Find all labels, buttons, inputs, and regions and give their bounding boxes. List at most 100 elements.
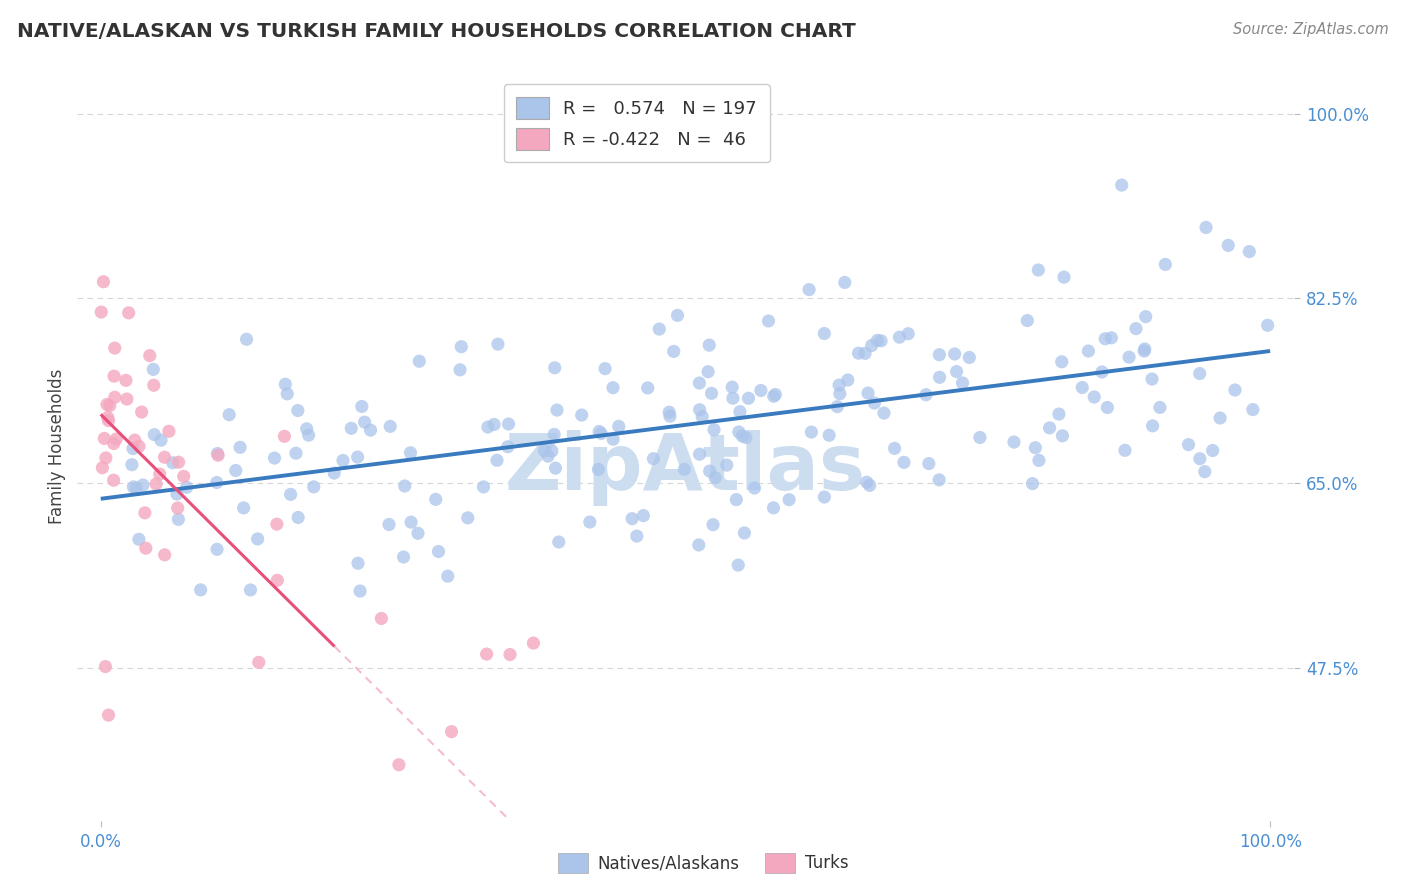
Point — [1024, 441, 1046, 455]
Point — [121, 458, 143, 472]
Point — [626, 529, 648, 543]
Point — [166, 501, 188, 516]
Point — [378, 517, 401, 532]
Point — [588, 462, 610, 476]
Point — [104, 390, 127, 404]
Point — [142, 362, 165, 376]
Point — [472, 480, 495, 494]
Point — [104, 341, 127, 355]
Point — [295, 422, 318, 436]
Point — [1052, 429, 1074, 443]
Point — [648, 322, 671, 336]
Point — [883, 442, 905, 456]
Point — [863, 396, 886, 410]
Point — [225, 463, 247, 477]
Text: ZipAtlas: ZipAtlas — [505, 431, 866, 507]
Point — [90, 305, 112, 319]
Point — [103, 473, 125, 487]
Point — [486, 337, 509, 351]
Point — [97, 708, 120, 723]
Point — [139, 349, 162, 363]
Point — [579, 515, 602, 529]
Point — [666, 309, 689, 323]
Point — [571, 408, 593, 422]
Point — [943, 347, 966, 361]
Point — [1133, 342, 1156, 356]
Point — [593, 361, 616, 376]
Point — [690, 409, 713, 424]
Point — [918, 457, 941, 471]
Point — [827, 400, 849, 414]
Point — [1241, 402, 1264, 417]
Point — [97, 414, 120, 428]
Point — [533, 443, 555, 458]
Point — [928, 473, 950, 487]
Point — [1083, 390, 1105, 404]
Text: Source: ZipAtlas.com: Source: ZipAtlas.com — [1233, 22, 1389, 37]
Point — [1154, 257, 1177, 271]
Point — [246, 532, 269, 546]
Point — [91, 460, 114, 475]
Point — [115, 373, 138, 387]
Point — [145, 477, 167, 491]
Point — [153, 548, 176, 562]
Point — [115, 392, 138, 406]
Point — [1091, 365, 1114, 379]
Point — [425, 492, 447, 507]
Point — [408, 354, 430, 368]
Point — [727, 425, 749, 439]
Point — [697, 338, 720, 352]
Point — [229, 440, 252, 454]
Point — [957, 351, 980, 365]
Point — [721, 380, 744, 394]
Point — [340, 421, 363, 435]
Point — [848, 346, 870, 360]
Point — [1111, 178, 1133, 193]
Point — [287, 510, 309, 524]
Point — [797, 283, 820, 297]
Point — [837, 373, 859, 387]
Point — [1125, 321, 1147, 335]
Point — [727, 558, 749, 573]
Point — [813, 490, 835, 504]
Point — [1099, 331, 1122, 345]
Point — [915, 388, 938, 402]
Point — [103, 436, 125, 450]
Point — [142, 378, 165, 392]
Point — [637, 381, 659, 395]
Point — [247, 656, 270, 670]
Point — [703, 423, 725, 437]
Point — [522, 636, 544, 650]
Point — [856, 386, 879, 401]
Point — [744, 481, 766, 495]
Point — [873, 406, 896, 420]
Point — [733, 525, 755, 540]
Point — [643, 451, 665, 466]
Point — [1028, 453, 1050, 467]
Point — [485, 453, 508, 467]
Point — [1133, 344, 1156, 359]
Point — [353, 415, 375, 429]
Point — [1017, 313, 1039, 327]
Point — [1071, 380, 1094, 394]
Point — [866, 334, 889, 348]
Point — [1223, 383, 1246, 397]
Point — [105, 432, 128, 446]
Point — [689, 402, 711, 417]
Point — [689, 447, 711, 461]
Point — [496, 440, 519, 454]
Point — [800, 425, 823, 439]
Point — [103, 369, 125, 384]
Point — [673, 462, 696, 476]
Point — [287, 403, 309, 417]
Point — [1140, 372, 1163, 386]
Point — [477, 420, 499, 434]
Point — [544, 360, 567, 375]
Point — [218, 408, 240, 422]
Point — [699, 464, 721, 478]
Point — [135, 541, 157, 556]
Point — [482, 417, 505, 432]
Point — [1149, 401, 1171, 415]
Point — [828, 378, 851, 392]
Point — [860, 338, 883, 352]
